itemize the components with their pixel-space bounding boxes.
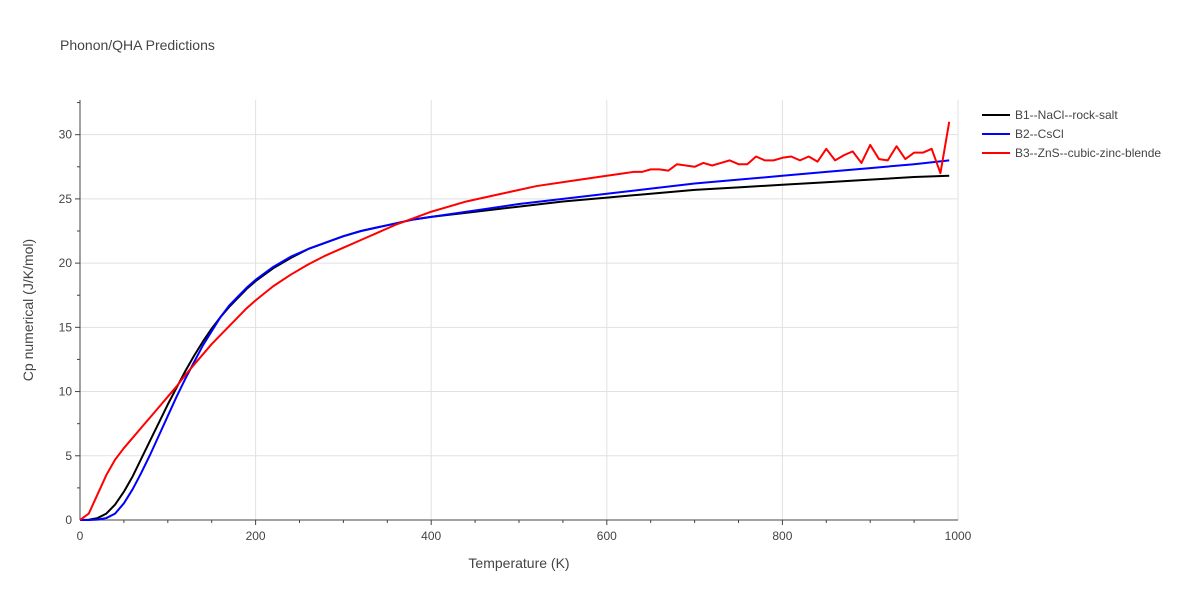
x-tick-label-4: 800 bbox=[772, 529, 792, 543]
y-axis-title: Cp numerical (J/K/mol) bbox=[20, 239, 36, 381]
series-line-1 bbox=[80, 159, 950, 521]
y-tick-label-4: 20 bbox=[59, 256, 73, 270]
x-axis-title: Temperature (K) bbox=[468, 555, 569, 571]
legend-label-2: B3--ZnS--cubic-zinc-blende bbox=[1015, 146, 1161, 160]
legend-label-1: B2--CsCl bbox=[1015, 127, 1064, 141]
x-tick-label-5: 1000 bbox=[945, 529, 972, 543]
series-line-2 bbox=[79, 121, 951, 521]
x-tick-label-0: 0 bbox=[77, 529, 84, 543]
series-line-0 bbox=[79, 174, 950, 521]
y-tick-label-6: 30 bbox=[59, 128, 73, 142]
y-tick-label-5: 25 bbox=[59, 192, 73, 206]
series-layer bbox=[79, 121, 951, 521]
legend: B1--NaCl--rock-salt B2--CsCl B3--ZnS--cubi… bbox=[982, 108, 1161, 160]
y-tick-label-0: 0 bbox=[65, 513, 72, 527]
chart-title: Phonon/QHA Predictions bbox=[60, 37, 215, 53]
grid-layer bbox=[80, 100, 959, 520]
legend-label-0: B1--NaCl--rock-salt bbox=[1015, 108, 1118, 122]
y-tick-label-3: 15 bbox=[59, 320, 73, 334]
y-tick-label-1: 5 bbox=[65, 449, 72, 463]
x-tick-label-1: 200 bbox=[246, 529, 266, 543]
x-tick-label-2: 400 bbox=[421, 529, 441, 543]
y-tick-label-2: 10 bbox=[59, 385, 73, 399]
x-tick-label-3: 600 bbox=[597, 529, 617, 543]
axis-layer: 0 200 400 600 800 1000 0 5 10 15 20 25 30 bbox=[59, 100, 972, 543]
